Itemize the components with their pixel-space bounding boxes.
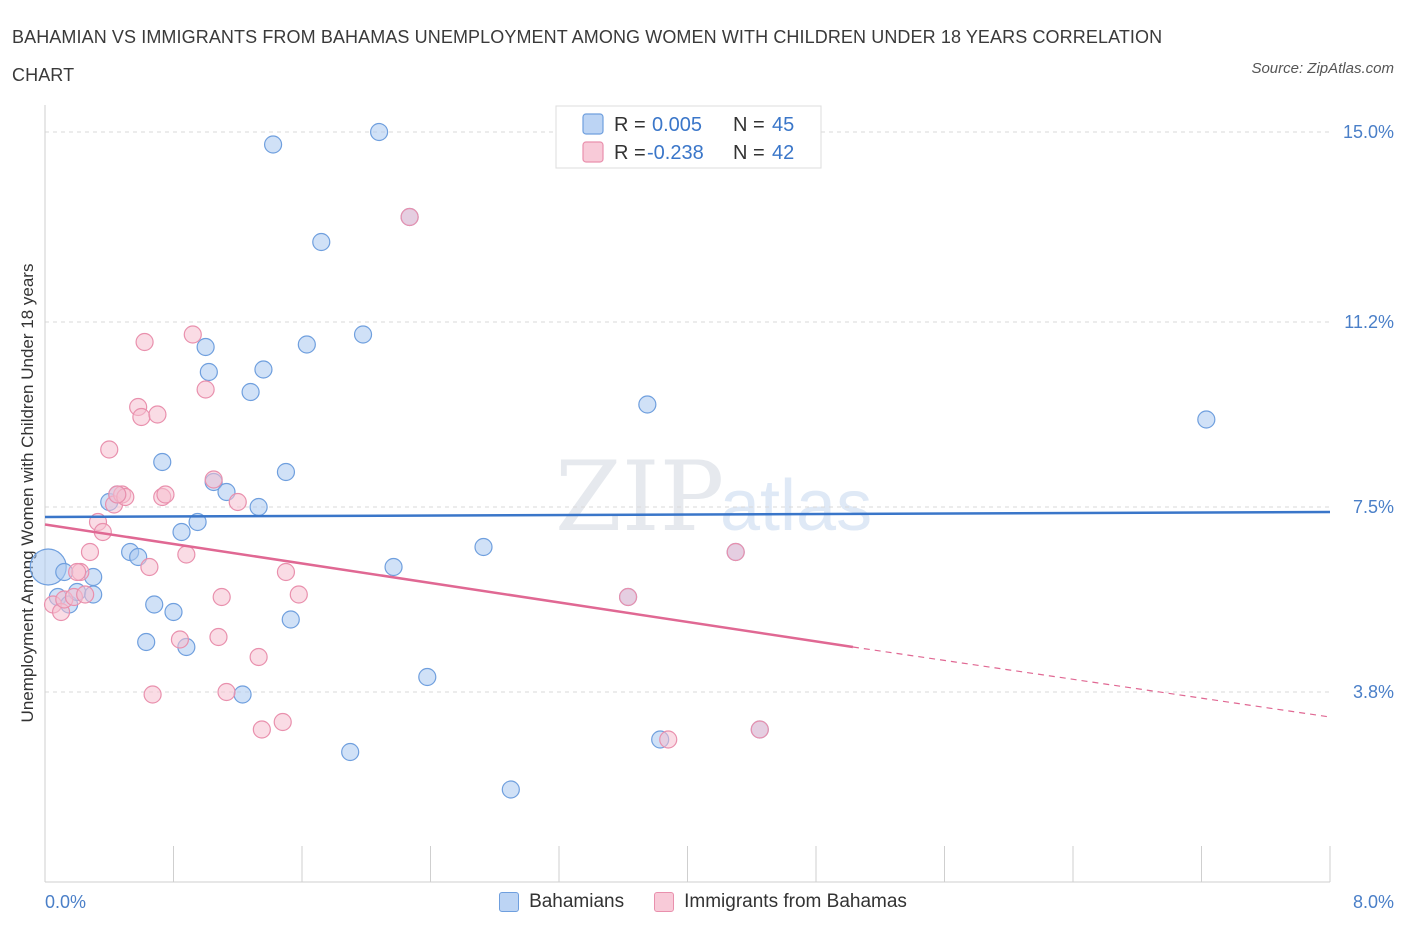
- point-bahamians-28: [312, 232, 331, 252]
- point-bahamians-27: [297, 335, 316, 354]
- x-tick-label-max: 8.0%: [1353, 892, 1394, 912]
- point-bahamians-22: [241, 382, 260, 402]
- point-bahamians-18: [199, 362, 218, 382]
- point-immigrants-41: [108, 485, 127, 504]
- gridlines: [45, 131, 1330, 693]
- point-immigrants-17: [143, 685, 162, 704]
- axes: [44, 105, 1331, 883]
- point-immigrants-21: [170, 630, 190, 649]
- point-immigrants-39: [750, 720, 769, 739]
- point-immigrants-16: [140, 557, 159, 577]
- legend-r-label-1: R =: [614, 114, 646, 136]
- point-bahamians-34: [418, 667, 437, 687]
- point-immigrants-38: [726, 542, 745, 562]
- chart-source: Source: ZipAtlas.com: [1251, 60, 1394, 77]
- legend-r-value-2: -0.238: [647, 142, 704, 164]
- point-bahamians-42: [263, 135, 283, 154]
- point-immigrants-29: [228, 492, 247, 512]
- point-bahamians-38: [638, 395, 657, 414]
- y-axis-title: Unemployment Among Women with Children U…: [18, 264, 37, 723]
- legend-n-value-2: 42: [772, 142, 794, 164]
- legend-label-immigrants: Immigrants from Bahamas: [684, 891, 907, 912]
- point-bahamians-13: [164, 602, 183, 622]
- correlation-legend: R = 0.005 N = 45 R = -0.238 N = 42: [555, 105, 822, 169]
- legend-item-immigrants[interactable]: Immigrants from Bahamas: [654, 891, 907, 913]
- point-immigrants-40: [68, 562, 87, 582]
- watermark-atlas: atlas: [720, 466, 872, 546]
- point-immigrants-28: [217, 682, 236, 702]
- point-bahamians-21: [233, 685, 252, 704]
- point-immigrants-34: [289, 585, 308, 604]
- point-bahamians-25: [276, 462, 296, 482]
- point-immigrants-27: [212, 587, 231, 607]
- point-immigrants-30: [249, 647, 268, 667]
- y-tick-label-2: 7.5%: [1353, 497, 1394, 517]
- point-immigrants-24: [196, 380, 215, 399]
- trend-line-bahamians: [44, 510, 1331, 519]
- legend-r-value-1: 0.005: [652, 114, 702, 136]
- legend-swatch-pink: [654, 892, 675, 912]
- trend-line-extension-immigrants: [852, 646, 1331, 718]
- watermark: ZIP atlas: [555, 441, 872, 553]
- point-immigrants-33: [276, 562, 296, 582]
- point-immigrants-35: [400, 207, 419, 227]
- point-bahamians-16: [188, 512, 207, 532]
- legend-item-bahamians[interactable]: Bahamians: [499, 891, 624, 913]
- point-immigrants-20: [156, 485, 175, 504]
- series-legend: Bahamians Immigrants from Bahamas: [0, 884, 1406, 920]
- point-immigrants-32: [273, 712, 292, 732]
- legend-swatch-blue: [499, 892, 520, 912]
- y-tick-label-3: 3.8%: [1353, 682, 1394, 702]
- y-tick-label-1: 11.2%: [1344, 312, 1394, 332]
- data-points: [29, 122, 1216, 799]
- legend-swatch-bahamians: [582, 113, 604, 135]
- y-tick-label-0: 15.0%: [1343, 122, 1394, 142]
- point-bahamians-12: [153, 452, 172, 472]
- point-immigrants-31: [252, 720, 271, 739]
- point-bahamians-30: [353, 325, 373, 344]
- point-bahamians-17: [196, 337, 215, 357]
- legend-r-label-2: R =: [614, 142, 646, 164]
- point-bahamians-11: [145, 595, 164, 614]
- legend-n-value-1: 45: [772, 114, 794, 136]
- chart-title: BAHAMIAN VS IMMIGRANTS FROM BAHAMAS UNEM…: [12, 27, 1163, 85]
- point-bahamians-24: [254, 360, 273, 379]
- point-bahamians-14: [172, 522, 191, 542]
- legend-n-label-2: N =: [733, 142, 765, 164]
- x-tick-labels: 0.0% 8.0%: [45, 892, 1394, 912]
- point-bahamians-43: [1197, 410, 1216, 429]
- point-immigrants-25: [204, 470, 223, 489]
- point-immigrants-6: [80, 542, 100, 562]
- point-bahamians-10: [137, 632, 156, 652]
- point-immigrants-18: [148, 405, 167, 424]
- point-bahamians-26: [281, 610, 300, 629]
- point-immigrants-9: [100, 440, 119, 459]
- point-immigrants-15: [135, 332, 154, 352]
- point-bahamians-35: [474, 537, 493, 557]
- point-bahamians-31: [370, 122, 389, 142]
- x-tick-label-min: 0.0%: [45, 892, 86, 912]
- point-bahamians-23: [249, 497, 268, 517]
- trend-lines: [44, 510, 1331, 718]
- trend-line-immigrants: [44, 523, 854, 649]
- watermark-zip: ZIP: [555, 441, 724, 553]
- point-immigrants-23: [183, 325, 202, 344]
- y-tick-labels: 15.0% 11.2% 7.5% 3.8%: [1343, 122, 1394, 702]
- point-immigrants-37: [659, 730, 678, 749]
- point-immigrants-22: [177, 545, 196, 564]
- legend-label-bahamians: Bahamians: [529, 891, 625, 912]
- point-bahamians-29: [341, 742, 360, 762]
- point-immigrants-26: [209, 627, 228, 647]
- legend-n-label-1: N =: [733, 114, 765, 136]
- point-immigrants-36: [618, 587, 638, 607]
- point-bahamians-32: [384, 557, 403, 577]
- point-immigrants-14: [132, 407, 151, 427]
- point-bahamians-36: [501, 780, 520, 799]
- point-immigrants-5: [76, 585, 95, 604]
- legend-swatch-immigrants: [582, 141, 604, 163]
